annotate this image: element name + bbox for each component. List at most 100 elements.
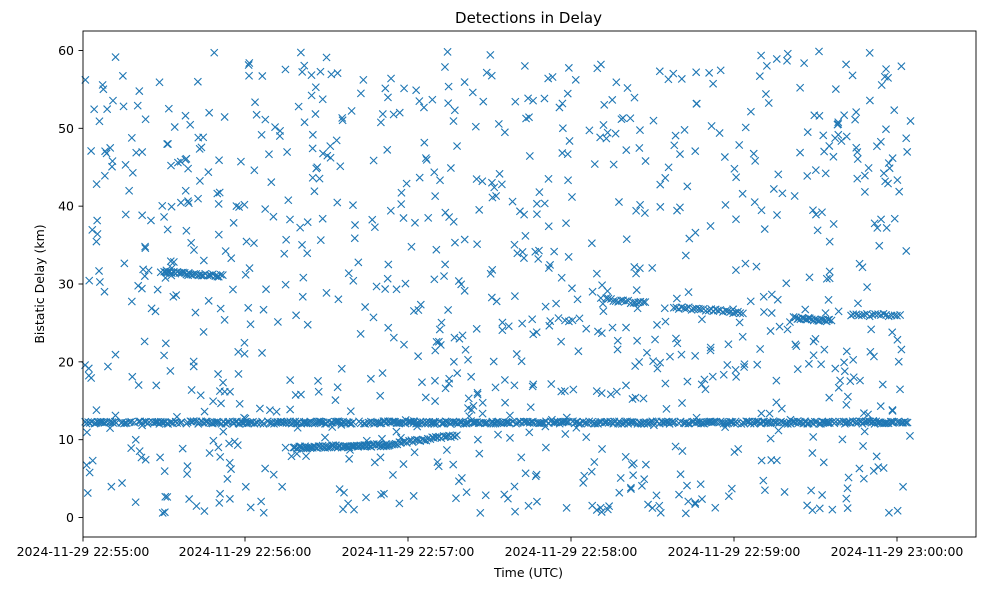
detection-marker: [602, 134, 611, 143]
detection-marker: [389, 110, 398, 119]
detection-marker: [811, 334, 820, 343]
detection-marker: [85, 276, 94, 285]
detection-marker: [859, 409, 868, 418]
detection-marker: [715, 129, 724, 138]
detection-marker: [269, 212, 278, 221]
detection-marker: [478, 409, 487, 418]
detection-marker: [314, 387, 323, 396]
detection-marker: [482, 68, 491, 77]
detection-marker: [161, 339, 170, 348]
detection-marker: [246, 503, 255, 512]
detection-marker: [842, 347, 851, 356]
detection-marker: [471, 122, 480, 131]
y-tick-label: 10: [58, 432, 74, 447]
detection-marker: [597, 329, 606, 338]
detection-marker: [245, 264, 254, 273]
detection-marker: [396, 433, 405, 442]
detection-marker: [454, 477, 463, 486]
detection-marker: [118, 479, 127, 488]
detection-marker: [182, 154, 191, 163]
detection-marker: [510, 381, 519, 390]
detection-marker: [301, 418, 310, 427]
detection-marker: [547, 415, 556, 424]
detection-marker: [196, 391, 205, 400]
detection-marker: [742, 417, 751, 426]
detection-marker: [189, 417, 198, 426]
detection-marker: [664, 163, 673, 172]
detection-marker: [815, 47, 823, 56]
detection-marker: [176, 157, 185, 166]
detection-marker: [532, 199, 541, 208]
detection-marker: [855, 259, 864, 268]
detection-marker: [167, 161, 175, 170]
detection-marker: [278, 418, 287, 427]
detection-marker: [255, 404, 264, 413]
detection-marker: [196, 271, 205, 279]
detection-marker: [600, 100, 609, 109]
detection-marker: [151, 307, 160, 316]
detection-marker: [140, 272, 149, 281]
chart-title: Detections in Delay: [455, 9, 602, 27]
detection-marker: [803, 128, 812, 137]
detection-marker: [890, 106, 899, 115]
detection-marker: [356, 329, 365, 338]
detection-marker: [517, 453, 526, 462]
detection-marker: [441, 260, 450, 269]
detection-marker: [635, 126, 644, 135]
detection-marker: [894, 357, 903, 366]
detection-marker: [98, 418, 107, 427]
detection-marker: [346, 407, 355, 416]
detection-marker: [817, 360, 826, 369]
detection-marker: [825, 141, 834, 150]
detection-marker: [508, 197, 517, 206]
detection-marker: [158, 201, 167, 210]
detection-marker: [435, 325, 444, 334]
detection-marker: [811, 210, 820, 219]
detection-marker: [103, 362, 112, 371]
detection-marker: [210, 48, 219, 57]
detection-marker: [386, 206, 395, 215]
detection-marker: [558, 99, 567, 108]
detection-marker: [494, 119, 503, 128]
detection-marker: [461, 345, 470, 354]
detection-marker: [219, 427, 228, 436]
detection-marker: [155, 78, 164, 87]
detection-marker: [621, 381, 630, 390]
detection-marker: [128, 372, 137, 381]
detection-marker: [328, 423, 337, 431]
detection-marker: [582, 433, 591, 442]
detection-marker: [415, 173, 424, 182]
detection-marker: [821, 169, 830, 178]
detection-marker: [684, 497, 693, 506]
detection-marker: [286, 405, 295, 414]
detection-marker: [281, 65, 290, 74]
detection-marker: [199, 133, 208, 142]
detection-marker: [590, 160, 599, 169]
detection-marker: [626, 485, 635, 494]
detection-marker: [599, 120, 608, 129]
detection-marker: [515, 207, 524, 216]
detection-marker: [310, 187, 319, 196]
detection-marker: [772, 398, 781, 407]
detection-marker: [444, 305, 453, 314]
detection-marker: [227, 465, 236, 474]
detection-marker: [370, 458, 379, 467]
detection-marker: [450, 333, 459, 342]
detection-marker: [893, 506, 902, 515]
detection-marker: [706, 343, 715, 352]
detection-marker: [209, 436, 218, 445]
detection-marker: [860, 171, 869, 180]
detection-marker: [178, 444, 187, 453]
detection-marker: [727, 484, 736, 493]
detection-marker: [153, 285, 162, 294]
detection-marker: [111, 350, 120, 359]
detection-marker: [853, 174, 862, 183]
detection-marker: [257, 130, 266, 139]
detection-marker: [766, 327, 775, 336]
detection-marker: [611, 129, 620, 138]
detection-marker: [708, 372, 717, 381]
detection-marker: [220, 387, 229, 396]
detection-marker: [529, 96, 538, 105]
detection-marker: [399, 340, 408, 349]
detection-marker: [191, 308, 200, 317]
